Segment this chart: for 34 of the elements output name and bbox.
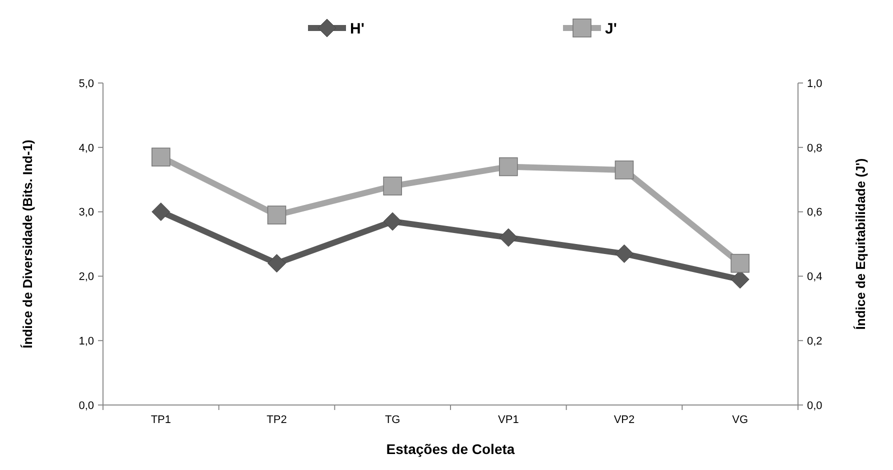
point — [152, 148, 170, 166]
x-tick-label: TG — [384, 414, 400, 426]
point — [383, 212, 402, 231]
y2-tick-label: 0,0 — [807, 400, 822, 412]
point — [383, 176, 402, 196]
y-tick-label: 2,0 — [78, 271, 94, 284]
x-tick-label: VP2 — [614, 414, 635, 426]
point — [267, 206, 286, 224]
y-tick-label: 5,0 — [78, 78, 94, 90]
y-tick-label: 0,0 — [78, 400, 94, 412]
point — [614, 160, 634, 180]
y2-tick-label: 0,4 — [807, 271, 822, 284]
y-axis-title: Índice de Diversidade (Bits. Ind-1) — [20, 140, 35, 348]
x-tick-label: TP2 — [266, 414, 287, 426]
point — [268, 254, 286, 273]
point — [730, 254, 750, 273]
y2-axis-title: Índice de Equitabilidade (J') — [853, 158, 868, 330]
legend-label: H' — [350, 20, 364, 38]
y2-tick-label: 0,8 — [807, 142, 822, 154]
point — [615, 244, 634, 263]
x-axis-title: Estações de Coleta — [386, 441, 515, 457]
x-tick-label: TP1 — [150, 414, 172, 426]
x-tick-label: VP1 — [498, 414, 519, 426]
y-tick-label: 3,0 — [78, 206, 94, 219]
y2-tick-label: 0,2 — [807, 335, 822, 348]
y2-tick-label: 1,0 — [807, 78, 822, 90]
y-tick-label: 1,0 — [78, 335, 94, 348]
x-tick-label: VG — [732, 414, 748, 426]
point — [499, 228, 518, 247]
y-tick-label: 4,0 — [78, 142, 94, 154]
legend-label: J' — [605, 20, 617, 38]
point — [152, 202, 170, 222]
point — [499, 157, 518, 176]
y2-tick-label: 0,6 — [807, 206, 822, 219]
